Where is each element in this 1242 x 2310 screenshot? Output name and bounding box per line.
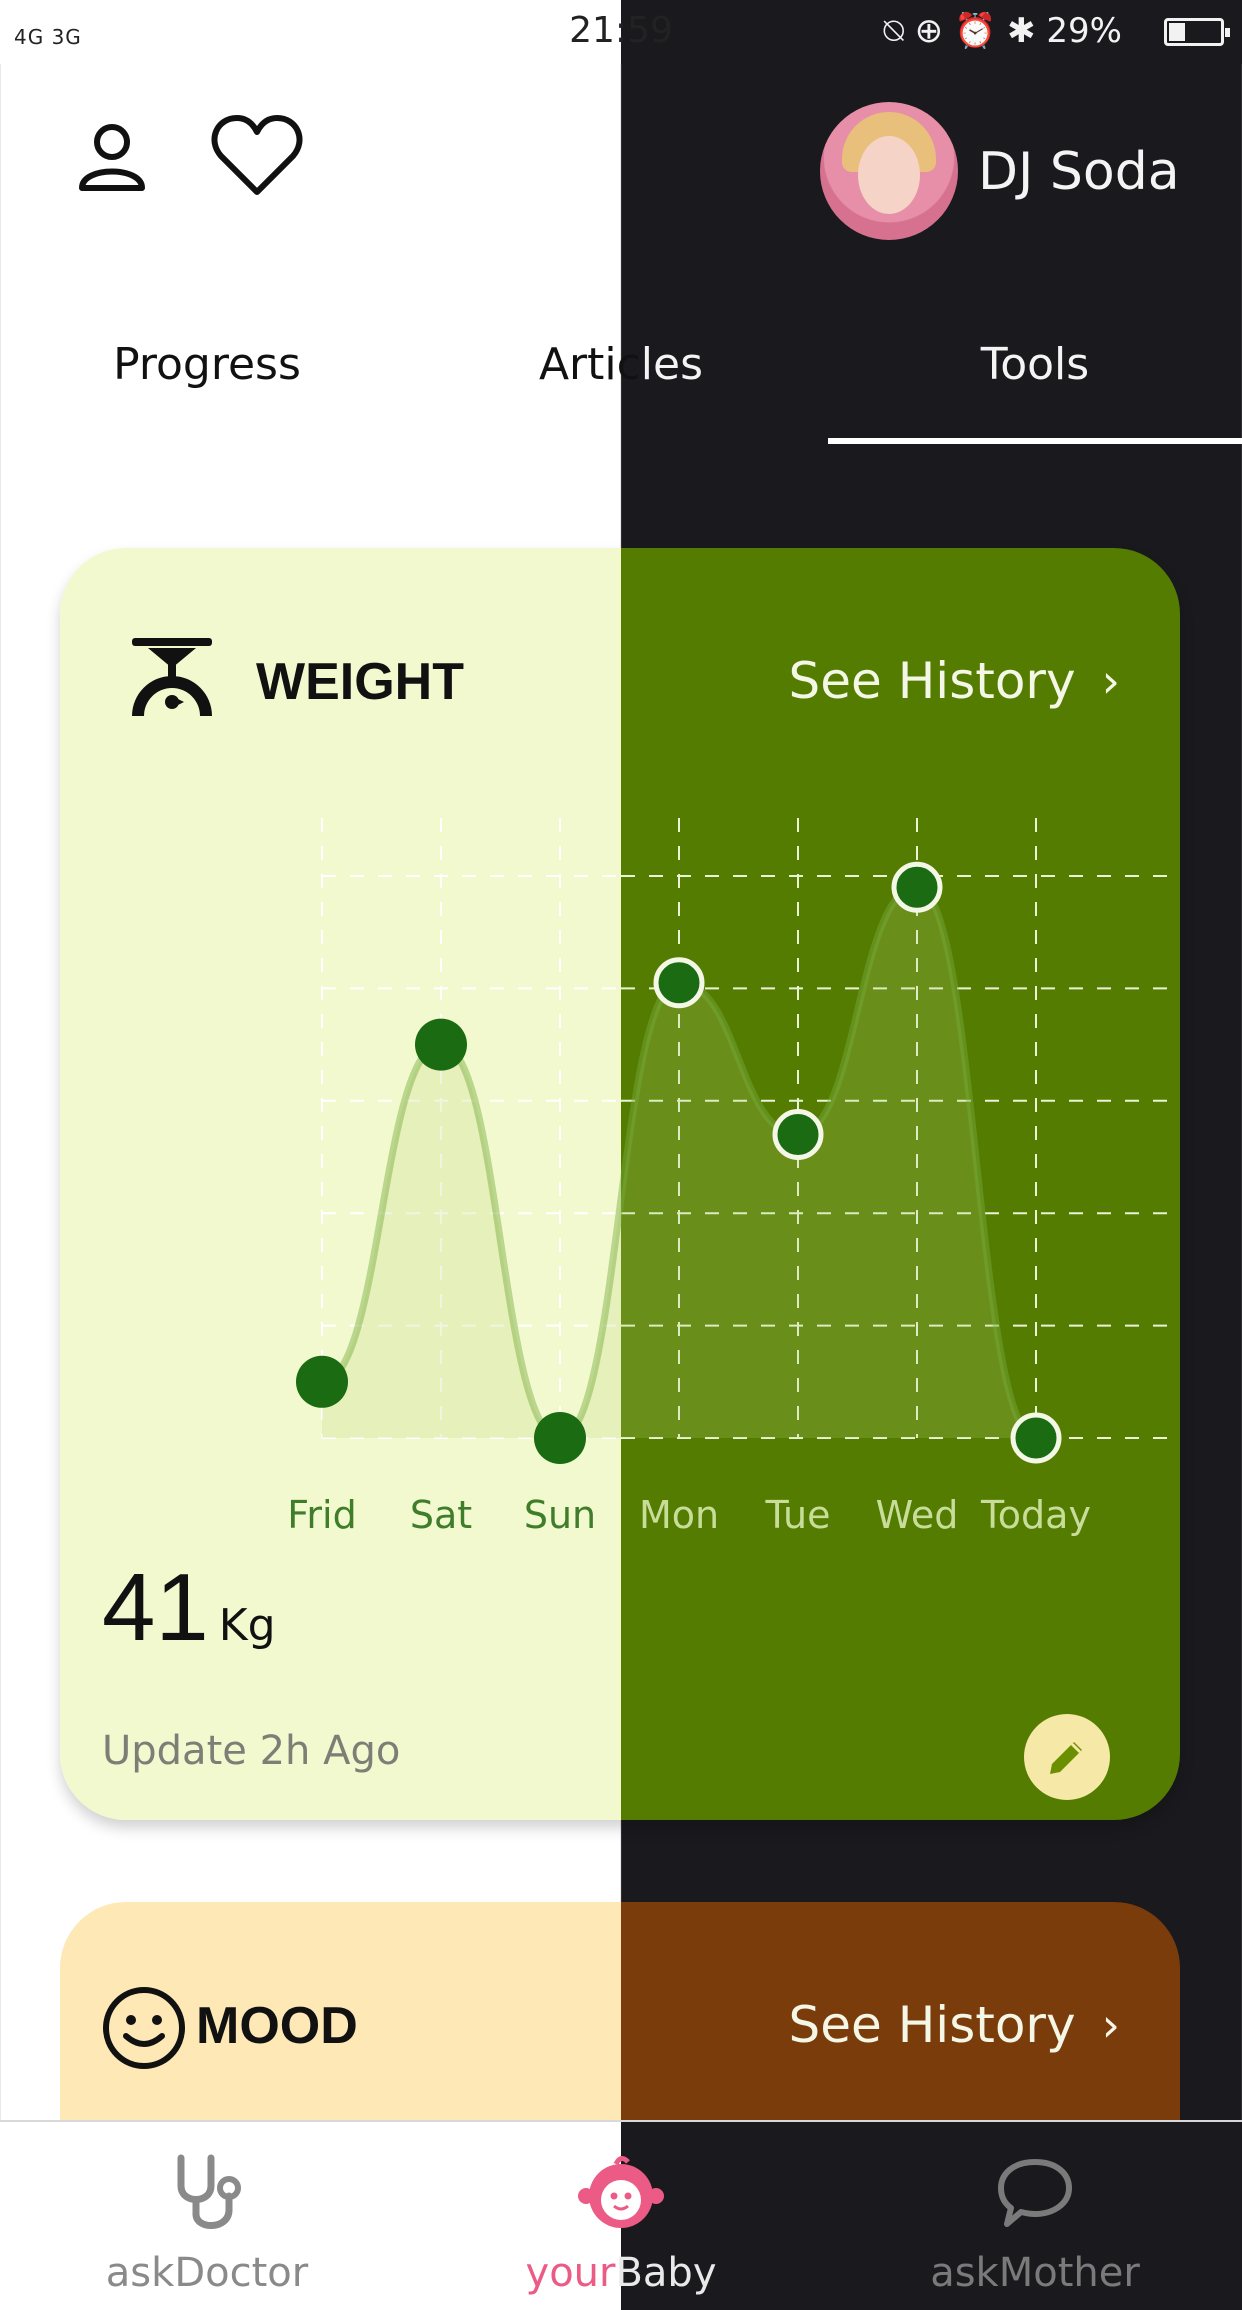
chat-bubble-icon [985,2144,1085,2244]
nav-ask-doctor-label: askDoctor [105,2250,309,2296]
weight-point [1010,1412,1062,1464]
active-tab-indicator [828,438,1242,444]
tab-tools[interactable]: Tools [828,335,1242,395]
x-tick-label: Mon [639,1493,719,1537]
weight-point [534,1412,586,1464]
x-tick-label: Sun [524,1493,596,1537]
mood-title: MOOD [196,1997,358,2055]
weight-point [415,1018,467,1071]
tab-tools-label: Tools [980,339,1090,390]
nav-your-baby-label-part1: your [525,2250,616,2296]
weight-card: WEIGHT See History › Frid Sat Sun Mon Tue Wed… [60,548,1180,1820]
clock: 21:59 [0,8,1242,54]
bottom-navigation: askDoctor yourBaby askMother [0,2120,1242,2310]
weight-title: WEIGHT [256,653,464,711]
x-tick-label: Sat [410,1493,472,1537]
chevron-right-icon: › [1101,1998,1120,2052]
x-tick-label: Today [980,1493,1091,1537]
weight-point [772,1109,824,1161]
nav-ask-mother-label: askMother [930,2250,1140,2296]
status-bar: 4G 3G 21:59 ⍉ ⊕ ⏰ ✱ 29% [0,0,1242,64]
nav-ask-doctor[interactable]: askDoctor [0,2122,414,2310]
mood-see-history-button[interactable]: See History › [789,1996,1120,2054]
weight-point [653,957,705,1009]
nav-ask-mother[interactable]: askMother [828,2122,1242,2310]
nav-your-baby[interactable]: yourBaby [414,2122,828,2310]
user-name: DJ Soda [978,142,1180,202]
tab-progress[interactable]: Progress [0,335,414,395]
tab-progress-label: Progress [113,339,301,390]
smiley-icon [102,1986,186,2070]
nav-your-baby-label: yourBaby [414,2248,828,2298]
tab-articles[interactable]: Articles [414,335,828,395]
clock-text: 21:59 [569,10,673,51]
weight-see-history-button[interactable]: See History › [789,652,1120,710]
weight-update-time: Update 2h Ago [102,1728,401,1774]
weight-chart: Frid Sat Sun Mon Tue Wed Today [287,818,1168,1537]
baby-face-icon [571,2144,671,2244]
mood-see-history-label: See History [788,1996,1076,2054]
avatar[interactable] [820,102,958,240]
weight-unit: Kg [218,1600,276,1651]
nav-your-baby-label-part2: Baby [615,2250,717,2296]
weight-point [891,861,943,913]
status-icons: ⍉ ⊕ ⏰ ✱ 29% [883,8,1122,54]
weight-number: 41 [102,1554,209,1661]
battery-icon [1164,18,1230,46]
chevron-right-icon: › [1101,654,1120,708]
x-tick-label: Wed [876,1493,959,1537]
stethoscope-icon [157,2144,257,2244]
heart-icon[interactable] [207,106,307,206]
weight-point [296,1355,348,1408]
scale-icon [126,638,218,722]
status-icons-glyphs: ⍉ ⊕ ⏰ ✱ [883,11,1036,51]
tab-articles-label: Articles [538,339,704,390]
battery-percent: 29% [1046,11,1122,51]
x-tick-label: Frid [287,1493,356,1537]
weight-value: 41 Kg [102,1558,276,1658]
edit-weight-button[interactable] [1024,1714,1110,1800]
weight-see-history-label: See History [788,652,1076,710]
weight-area [322,887,1036,1438]
pencil-icon [1050,1742,1082,1774]
profile-icon[interactable] [62,108,162,208]
signal-indicator: 4G 3G [14,25,82,49]
x-tick-label: Tue [765,1493,831,1537]
